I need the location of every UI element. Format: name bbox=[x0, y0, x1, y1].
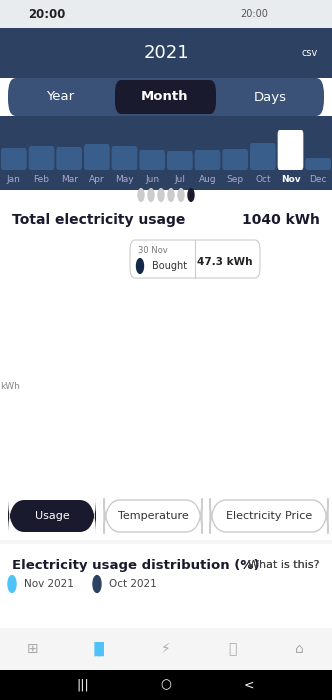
Text: Temperature: Temperature bbox=[118, 511, 188, 521]
Text: ⚡: ⚡ bbox=[161, 642, 171, 656]
Bar bbox=[188, 403, 195, 452]
Text: Year: Year bbox=[46, 90, 74, 104]
Text: ⌂: ⌂ bbox=[294, 642, 303, 656]
Text: kWh: kWh bbox=[0, 382, 20, 391]
Text: Month: Month bbox=[141, 90, 189, 104]
Text: 30 Nov: 30 Nov bbox=[138, 246, 168, 255]
Text: Apr: Apr bbox=[89, 174, 105, 183]
Text: ○: ○ bbox=[161, 678, 171, 692]
Text: Electricity Price: Electricity Price bbox=[226, 511, 312, 521]
Text: ▐▌: ▐▌ bbox=[88, 642, 110, 656]
Text: 47.3 kWh: 47.3 kWh bbox=[197, 257, 253, 267]
Text: What is this?: What is this? bbox=[248, 560, 320, 570]
Bar bbox=[231, 389, 238, 452]
Bar bbox=[179, 403, 186, 452]
Text: Electricity usage distribution (%): Electricity usage distribution (%) bbox=[12, 559, 260, 571]
Bar bbox=[93, 401, 99, 452]
Text: Usage: Usage bbox=[35, 511, 69, 521]
Text: Days: Days bbox=[254, 90, 287, 104]
Bar bbox=[49, 408, 56, 452]
Text: Dec: Dec bbox=[309, 174, 327, 183]
Text: <: < bbox=[244, 678, 254, 692]
Bar bbox=[171, 393, 177, 452]
Bar bbox=[206, 400, 212, 452]
Text: csv: csv bbox=[302, 48, 318, 58]
Bar bbox=[214, 400, 220, 452]
Bar bbox=[75, 401, 82, 452]
Bar bbox=[136, 403, 142, 452]
Bar bbox=[275, 393, 281, 452]
Text: Nov: Nov bbox=[281, 174, 300, 183]
Text: Jan: Jan bbox=[7, 174, 21, 183]
Text: Jun: Jun bbox=[145, 174, 159, 183]
Text: Feb: Feb bbox=[34, 174, 49, 183]
Text: Sep: Sep bbox=[227, 174, 244, 183]
Bar bbox=[292, 382, 298, 452]
Text: May: May bbox=[115, 174, 134, 183]
Text: Nov 2021: Nov 2021 bbox=[24, 579, 74, 589]
Text: |||: ||| bbox=[77, 678, 89, 692]
Text: What is this?: What is this? bbox=[248, 560, 320, 570]
Text: ⊞: ⊞ bbox=[27, 642, 39, 656]
Bar bbox=[145, 396, 151, 452]
Text: Aug: Aug bbox=[199, 174, 216, 183]
Text: Total electricity usage: Total electricity usage bbox=[12, 213, 185, 227]
Bar bbox=[257, 389, 264, 452]
Bar bbox=[127, 403, 134, 452]
Bar bbox=[84, 401, 91, 452]
Bar bbox=[301, 388, 307, 452]
Bar bbox=[162, 395, 169, 452]
Text: 1040 kWh: 1040 kWh bbox=[242, 213, 320, 227]
Bar bbox=[240, 389, 247, 452]
Bar bbox=[284, 389, 290, 452]
Text: Oct 2021: Oct 2021 bbox=[109, 579, 157, 589]
Text: 20:00: 20:00 bbox=[240, 9, 268, 19]
Text: Mar: Mar bbox=[61, 174, 78, 183]
Text: 20:00: 20:00 bbox=[28, 8, 65, 20]
Bar bbox=[197, 401, 203, 452]
Text: Bought: Bought bbox=[152, 261, 187, 271]
Bar bbox=[266, 389, 273, 452]
Text: 🔔: 🔔 bbox=[228, 642, 236, 656]
Bar bbox=[110, 398, 117, 452]
Bar bbox=[249, 356, 255, 452]
Bar bbox=[309, 370, 316, 452]
Bar bbox=[153, 395, 160, 452]
Bar bbox=[119, 396, 125, 452]
Bar bbox=[101, 400, 108, 452]
Text: Oct: Oct bbox=[255, 174, 271, 183]
Text: 2021: 2021 bbox=[143, 44, 189, 62]
Bar bbox=[67, 400, 73, 452]
Text: Jul: Jul bbox=[174, 174, 185, 183]
Bar bbox=[223, 403, 229, 452]
Bar bbox=[58, 400, 64, 452]
